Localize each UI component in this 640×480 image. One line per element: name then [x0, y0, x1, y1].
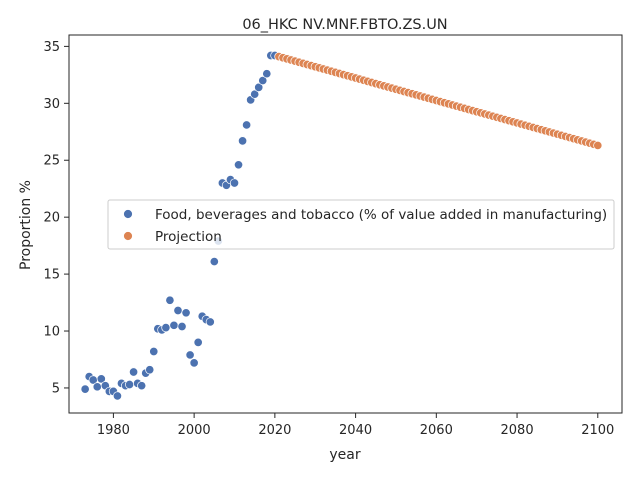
data-point-food: [254, 82, 264, 92]
data-point-food: [205, 317, 215, 327]
data-point-food: [169, 320, 179, 330]
data-point-food: [161, 323, 171, 333]
y-tick-label: 30: [43, 97, 60, 112]
data-point-food: [92, 382, 102, 392]
data-points: [80, 50, 603, 401]
legend-marker-food: [123, 209, 133, 219]
data-point-food: [258, 75, 268, 86]
data-point-food: [185, 350, 195, 360]
legend-marker-projection: [123, 231, 133, 241]
y-axis: 5 10 15 20 25 30 35: [43, 40, 69, 396]
data-point-projection: [593, 140, 603, 150]
legend-box: [107, 199, 615, 250]
data-point-food: [181, 308, 191, 318]
data-point-food: [173, 305, 183, 316]
x-tick-label: 2060: [420, 423, 453, 438]
data-point-food: [145, 365, 155, 375]
data-point-food: [177, 321, 187, 332]
data-point-food: [193, 337, 203, 347]
data-point-food: [233, 160, 244, 170]
x-tick-label: 2100: [581, 423, 614, 438]
legend-label-food: Food, beverages and tobacco (% of value …: [155, 207, 607, 223]
y-tick-label: 35: [43, 40, 60, 55]
x-tick-label: 1980: [97, 423, 130, 438]
data-point-food: [96, 374, 106, 384]
data-point-food: [250, 89, 260, 99]
data-point-food: [137, 381, 147, 391]
data-point-food: [242, 120, 252, 130]
data-point-food: [238, 136, 248, 146]
data-point-food: [129, 367, 139, 377]
data-point-food: [124, 379, 135, 390]
x-axis-label: year: [329, 447, 360, 463]
chart-title: 06_HKC NV.MNF.FBTO.ZS.UN: [242, 17, 447, 33]
data-point-food: [262, 69, 272, 79]
x-tick-label: 2040: [339, 423, 372, 438]
data-point-food: [112, 391, 122, 401]
data-point-food: [149, 346, 159, 357]
y-tick-label: 5: [52, 381, 60, 396]
y-axis-label: Proportion %: [18, 180, 34, 270]
y-tick-label: 10: [43, 325, 60, 340]
plot-frame: [68, 34, 623, 414]
y-tick-label: 20: [43, 211, 60, 226]
x-tick-label: 2080: [501, 423, 534, 438]
data-point-food: [229, 178, 240, 188]
data-point-food: [209, 257, 219, 267]
x-axis: 1980 2000 2020 2040 2060 2080 2100: [97, 413, 614, 438]
data-point-food: [80, 384, 90, 394]
y-tick-label: 25: [43, 154, 60, 169]
legend: Food, beverages and tobacco (% of value …: [107, 199, 615, 250]
x-tick-label: 2000: [178, 423, 211, 438]
x-tick-label: 2020: [258, 423, 291, 438]
y-tick-label: 15: [43, 268, 60, 283]
data-point-food: [165, 295, 175, 305]
data-point-food: [189, 358, 199, 368]
legend-label-projection: Projection: [155, 229, 222, 245]
